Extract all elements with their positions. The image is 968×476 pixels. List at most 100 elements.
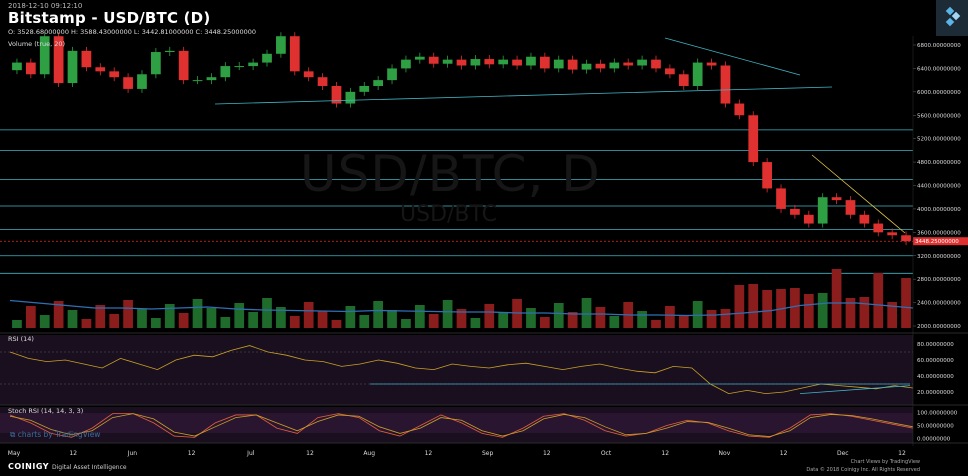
volume-bar xyxy=(873,273,884,328)
candle xyxy=(776,188,786,209)
x-tick-label: May xyxy=(8,450,21,457)
candle xyxy=(498,59,509,65)
candle xyxy=(317,77,328,86)
candle xyxy=(595,63,606,69)
x-tick-label: 12 xyxy=(69,450,77,457)
footer-credit-1: Chart Views by TradingView xyxy=(850,459,920,465)
volume-bar xyxy=(428,314,439,328)
candle xyxy=(887,232,898,236)
volume-bar xyxy=(456,309,467,328)
candle xyxy=(442,59,453,64)
candle xyxy=(262,53,272,63)
candle xyxy=(414,56,425,60)
volume-ma-line xyxy=(9,299,914,317)
price-tick-label: 3600.00000000 xyxy=(917,230,961,236)
stoch-rsi-indicator-label[interactable]: Stoch RSI (14, 14, 3, 3) xyxy=(8,407,84,415)
candle xyxy=(276,36,286,54)
volume-indicator-label[interactable]: Volume (true, 20) xyxy=(8,40,66,48)
candle xyxy=(81,50,92,68)
last-price-tag xyxy=(913,237,968,246)
volume-bar xyxy=(651,320,661,328)
chart-title: Bitstamp - USD/BTC (D) xyxy=(8,9,211,27)
x-tick-label: 12 xyxy=(188,450,196,457)
x-tick-label: Dec xyxy=(837,450,849,457)
volume-bar xyxy=(734,285,745,328)
volume-bar xyxy=(206,308,217,328)
candle xyxy=(345,91,356,104)
tradingview-credit[interactable]: ⧉ charts by TradingView xyxy=(10,430,100,440)
ohlc-readout: O: 3528.68000000 H: 3588.43000000 L: 344… xyxy=(8,28,257,36)
volume-bar xyxy=(581,298,592,328)
candle xyxy=(873,223,884,233)
candle xyxy=(359,85,370,92)
rsi-line xyxy=(9,345,914,395)
volume-bar xyxy=(817,293,828,328)
candle xyxy=(581,63,592,70)
volume-bar xyxy=(234,303,245,328)
candle xyxy=(692,62,703,86)
volume-bar xyxy=(178,313,189,328)
rsi-trendline xyxy=(799,385,911,394)
candle xyxy=(845,200,856,215)
candle xyxy=(734,103,745,116)
candle xyxy=(720,65,731,104)
price-tick-label: 6400.00000000 xyxy=(917,66,961,72)
candle xyxy=(539,56,550,69)
x-tick-label: 12 xyxy=(306,450,314,457)
volume-bar xyxy=(692,301,703,328)
volume-bar xyxy=(706,310,717,328)
candle xyxy=(470,59,481,66)
candle xyxy=(748,115,759,163)
candle xyxy=(151,52,161,75)
x-tick-label: 12 xyxy=(425,450,433,457)
candle xyxy=(678,74,689,86)
price-tick-label: 4400.00000000 xyxy=(917,184,961,190)
volume-bar xyxy=(12,320,22,328)
volume-bar xyxy=(720,309,731,328)
candle xyxy=(651,59,661,69)
volume-bar xyxy=(262,298,272,328)
tradingview-credit-text: charts by TradingView xyxy=(17,430,101,439)
price-tick-label: 2400.00000000 xyxy=(917,301,961,307)
coinigy-corner-logo[interactable] xyxy=(936,0,968,36)
stoch-tick-label: 50.00000000 xyxy=(917,424,954,430)
candle xyxy=(387,68,397,81)
x-tick-label: 12 xyxy=(898,450,906,457)
volume-bar xyxy=(803,294,814,328)
watermark-sub: USD/BTC xyxy=(400,202,498,227)
volume-bar xyxy=(95,305,106,328)
candle xyxy=(178,50,189,81)
rsi-indicator-label[interactable]: RSI (14) xyxy=(8,335,34,343)
volume-bar xyxy=(248,312,258,328)
price-tick-label: 6800.00000000 xyxy=(917,43,961,49)
volume-bar xyxy=(678,315,689,328)
candle xyxy=(331,85,342,104)
volume-bar xyxy=(609,316,620,328)
candle xyxy=(831,197,842,201)
volume-bar xyxy=(192,299,203,328)
volume-bar xyxy=(25,306,36,328)
volume-bar xyxy=(665,306,675,328)
volume-bar xyxy=(539,317,550,328)
x-tick-label: Jun xyxy=(127,450,138,457)
volume-bar xyxy=(81,319,92,328)
volume-bar xyxy=(67,310,78,328)
volume-bar xyxy=(373,301,384,328)
candle xyxy=(137,74,147,89)
volume-bar xyxy=(151,318,161,328)
candle xyxy=(428,56,439,64)
price-tick-label: 4000.00000000 xyxy=(917,207,961,213)
candle xyxy=(790,208,800,215)
volume-bar xyxy=(331,320,342,328)
stoch-k-line xyxy=(9,413,914,438)
volume-bar xyxy=(595,307,606,328)
coinigy-brand: COINIGY xyxy=(8,462,50,471)
price-tick-label: 5200.00000000 xyxy=(917,137,961,143)
volume-bar xyxy=(442,300,453,328)
price-tick-label: 6000.00000000 xyxy=(917,90,961,96)
price-tick-label: 2000.00000000 xyxy=(917,324,961,330)
candle xyxy=(901,235,911,242)
coinigy-mark-icon xyxy=(945,6,961,27)
x-tick-label: Sep xyxy=(482,450,494,457)
